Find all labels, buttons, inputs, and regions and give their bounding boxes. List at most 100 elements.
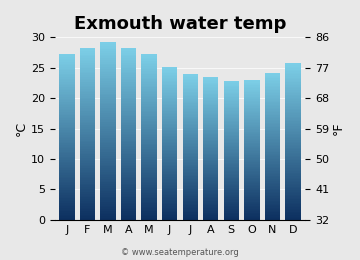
Bar [203, 145, 219, 147]
Bar [203, 173, 219, 174]
Bar [121, 149, 136, 151]
Bar [244, 150, 260, 151]
Bar [59, 80, 75, 82]
Bar [183, 150, 198, 151]
Bar [141, 202, 157, 203]
Bar [121, 51, 136, 53]
Bar [121, 103, 136, 105]
Bar [141, 175, 157, 177]
Bar [121, 137, 136, 139]
Bar [121, 68, 136, 70]
Bar [141, 154, 157, 155]
Bar [141, 92, 157, 94]
Bar [224, 117, 239, 118]
Bar [183, 217, 198, 218]
Bar [121, 72, 136, 74]
Bar [80, 128, 95, 130]
Bar [285, 188, 301, 190]
Bar [203, 97, 219, 98]
Bar [183, 165, 198, 166]
Bar [224, 85, 239, 86]
Bar [59, 114, 75, 115]
Bar [183, 208, 198, 210]
Bar [100, 211, 116, 213]
Bar [244, 113, 260, 115]
Bar [162, 76, 177, 78]
Bar [183, 173, 198, 175]
Bar [59, 105, 75, 107]
Bar [80, 96, 95, 98]
Bar [100, 168, 116, 170]
Bar [141, 94, 157, 96]
Bar [162, 69, 177, 70]
Bar [100, 166, 116, 168]
Bar [100, 42, 116, 44]
Bar [59, 87, 75, 89]
Bar [203, 203, 219, 204]
Bar [203, 100, 219, 101]
Bar [285, 168, 301, 170]
Bar [141, 107, 157, 109]
Bar [203, 217, 219, 218]
Bar [80, 209, 95, 211]
Bar [121, 120, 136, 122]
Bar [203, 178, 219, 180]
Bar [80, 80, 95, 82]
Bar [141, 73, 157, 74]
Bar [203, 174, 219, 176]
Bar [224, 149, 239, 150]
Bar [224, 216, 239, 217]
Bar [285, 157, 301, 159]
Bar [285, 68, 301, 70]
Bar [265, 180, 280, 181]
Bar [162, 157, 177, 159]
Bar [59, 183, 75, 185]
Bar [141, 129, 157, 131]
Bar [59, 152, 75, 153]
Bar [265, 195, 280, 196]
Bar [244, 170, 260, 171]
Bar [59, 70, 75, 72]
Bar [121, 48, 136, 49]
Bar [121, 86, 136, 87]
Bar [203, 196, 219, 197]
Bar [100, 204, 116, 206]
Bar [244, 139, 260, 140]
Bar [285, 217, 301, 218]
Bar [100, 83, 116, 85]
Bar [285, 171, 301, 173]
Bar [121, 189, 136, 191]
Bar [203, 81, 219, 83]
Bar [285, 140, 301, 142]
Bar [162, 92, 177, 93]
Bar [224, 100, 239, 101]
Bar [244, 172, 260, 174]
Bar [203, 216, 219, 217]
Bar [141, 132, 157, 134]
Bar [285, 137, 301, 139]
Bar [203, 84, 219, 86]
Bar [224, 99, 239, 100]
Bar [203, 98, 219, 100]
Bar [265, 92, 280, 93]
Bar [141, 140, 157, 142]
Bar [80, 218, 95, 220]
Bar [224, 153, 239, 154]
Bar [59, 190, 75, 192]
Bar [100, 46, 116, 48]
Bar [285, 146, 301, 148]
Bar [183, 93, 198, 95]
Bar [203, 110, 219, 111]
Bar [285, 184, 301, 185]
Bar [162, 90, 177, 92]
Bar [80, 165, 95, 166]
Bar [183, 207, 198, 208]
Bar [244, 192, 260, 193]
Bar [121, 163, 136, 165]
Bar [141, 122, 157, 124]
Bar [203, 147, 219, 148]
Bar [100, 80, 116, 81]
Bar [183, 98, 198, 99]
Bar [285, 167, 301, 168]
Bar [100, 90, 116, 92]
